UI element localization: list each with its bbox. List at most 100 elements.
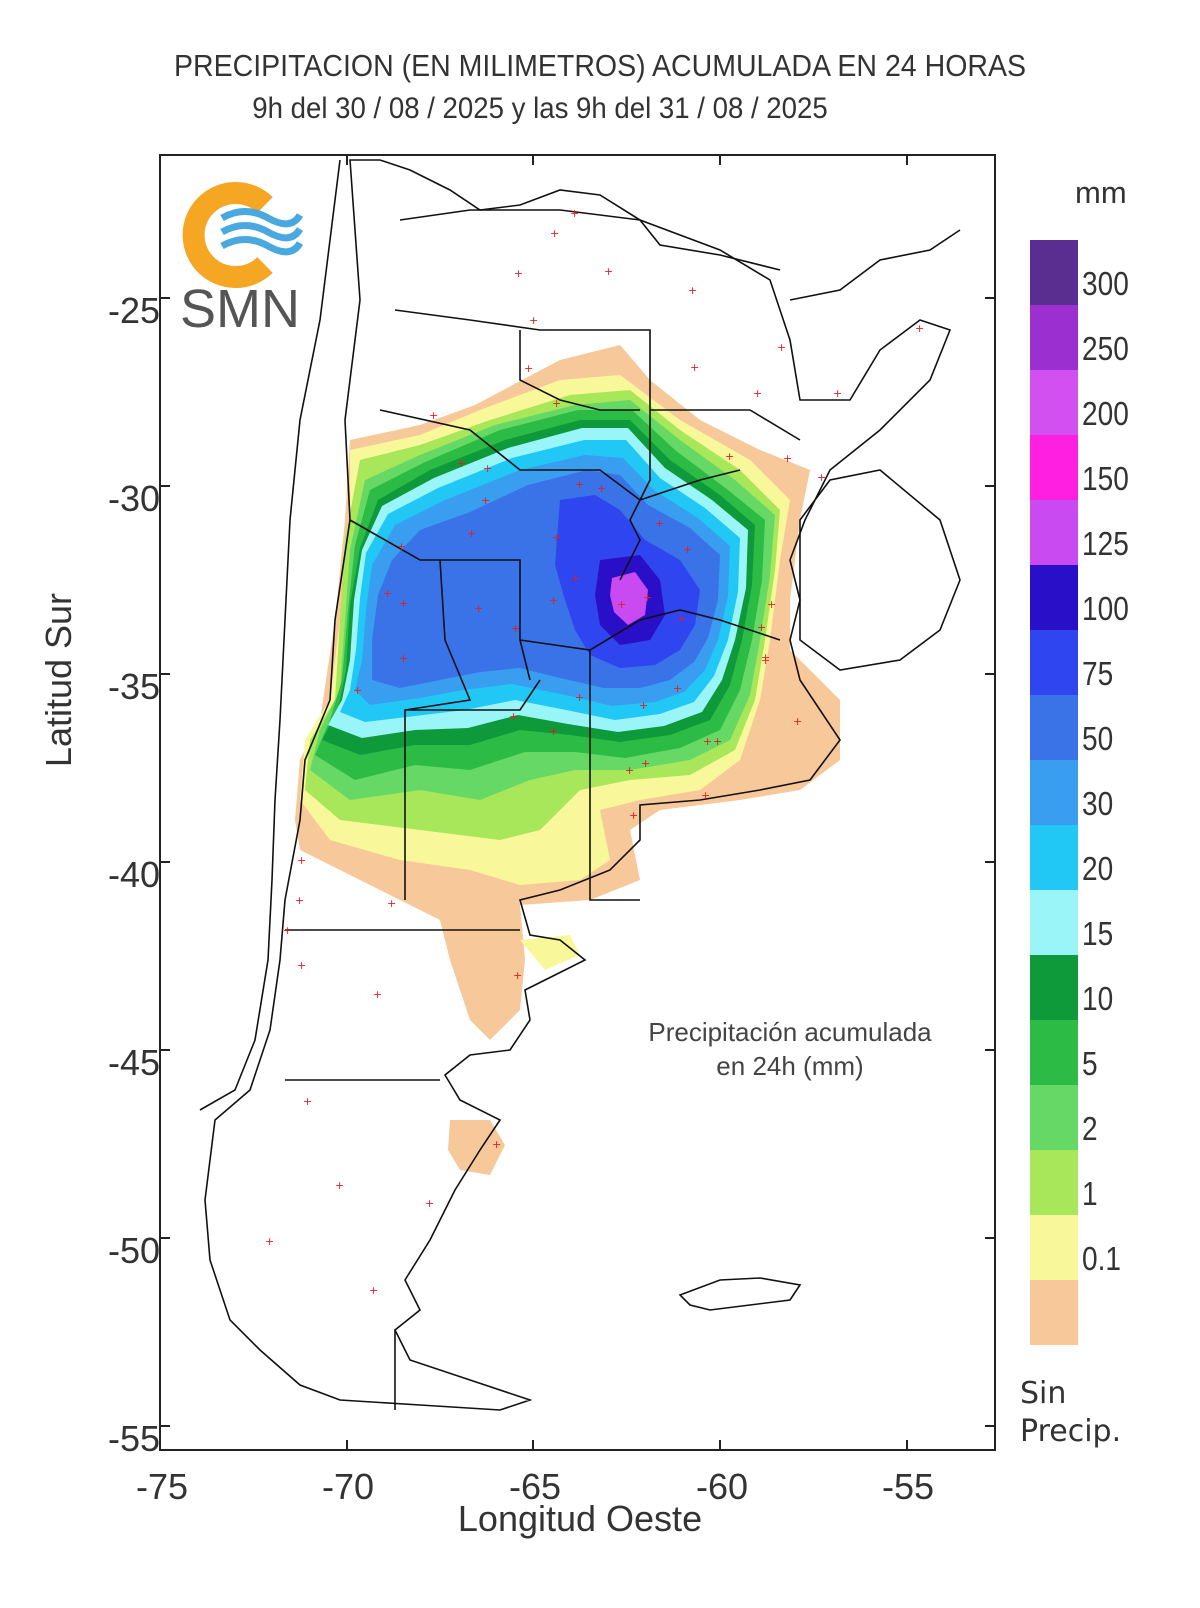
legend-colorbar: [1030, 240, 1078, 1345]
annotation-line-1: Precipitación acumulada: [648, 1017, 932, 1047]
y-tick-label: -55: [107, 1418, 160, 1459]
station-marker: +: [777, 341, 786, 354]
station-marker: +: [513, 969, 522, 982]
station-marker: +: [492, 1138, 501, 1151]
station-marker: +: [303, 1095, 312, 1108]
legend-swatch: [1030, 1150, 1078, 1215]
station-marker: +: [753, 387, 762, 400]
station-marker: +: [915, 322, 924, 335]
station-marker: +: [353, 684, 362, 697]
station-marker: +: [297, 959, 306, 972]
station-marker: +: [641, 757, 650, 770]
station-marker: +: [625, 764, 634, 777]
station-marker: +: [575, 691, 584, 704]
station-marker: +: [383, 587, 392, 600]
x-tick-label: -65: [508, 1466, 562, 1507]
legend-swatch: [1030, 955, 1078, 1020]
station-marker: +: [474, 602, 483, 615]
smn-logo-text: SMN: [180, 279, 300, 339]
annotation-line-2: en 24h (mm): [716, 1051, 864, 1081]
station-marker: +: [690, 361, 699, 374]
y-tick-label: -40: [107, 854, 160, 895]
station-marker: +: [514, 267, 523, 280]
station-marker: +: [639, 699, 648, 712]
station-marker: +: [571, 572, 580, 585]
station-marker: +: [575, 478, 584, 491]
station-marker: +: [373, 988, 382, 1001]
station-marker: +: [524, 362, 533, 375]
legend-level-label: 50: [1082, 720, 1114, 757]
legend-swatch: [1030, 305, 1078, 370]
boundaries: [199, 159, 961, 1411]
station-marker: +: [597, 482, 606, 495]
legend-level-label: 300: [1082, 265, 1129, 302]
legend-swatch: [1030, 1215, 1078, 1280]
station-marker: +: [757, 621, 766, 634]
legend-swatch: [1030, 240, 1078, 305]
map-annotation: Precipitación acumulada en 24h (mm): [610, 1015, 970, 1083]
x-tick-label: -75: [135, 1466, 189, 1507]
station-marker: +: [761, 654, 770, 667]
station-marker: +: [833, 387, 842, 400]
station-marker: +: [425, 1197, 434, 1210]
station-marker: +: [677, 612, 686, 625]
station-marker: +: [725, 450, 734, 463]
station-marker: +: [604, 265, 613, 278]
chile-border: [199, 159, 341, 1111]
station-marker: +: [399, 597, 408, 610]
argentina-outline: [204, 159, 952, 1411]
station-marker: +: [265, 1235, 274, 1248]
smn-logo-icon: [182, 182, 304, 288]
station-marker: +: [511, 622, 520, 635]
legend-swatch: [1030, 500, 1078, 565]
legend-level-label: 30: [1082, 785, 1114, 822]
station-marker: +: [467, 527, 476, 540]
station-marker: +: [552, 531, 561, 544]
legend-level-label: 125: [1082, 525, 1129, 562]
stations: + + + + + + + + + + + + + + + + + + + + + + + + + + + + + + + + + + + + + + + +…: [265, 207, 924, 1297]
axis-ticks: [159, 155, 995, 1450]
station-marker: +: [481, 494, 490, 507]
legend-swatch: [1030, 825, 1078, 890]
station-marker: +: [297, 854, 306, 867]
station-marker: +: [335, 1179, 344, 1192]
legend-level-label: 20: [1082, 850, 1114, 887]
x-tick-label: -55: [881, 1466, 935, 1507]
station-marker: +: [783, 452, 792, 465]
station-marker: +: [683, 543, 692, 556]
legend-swatch: [1030, 760, 1078, 825]
y-tick-label: -30: [107, 478, 160, 519]
x-tick-label: -60: [695, 1466, 749, 1507]
station-marker: +: [387, 897, 396, 910]
legend-no-precip-line-2: Precip.: [1020, 1414, 1122, 1449]
station-marker: +: [295, 894, 304, 907]
legend-level-label: 2: [1082, 1110, 1098, 1147]
legend-swatch: [1030, 890, 1078, 955]
station-marker: +: [397, 540, 406, 553]
station-marker: +: [643, 591, 652, 604]
station-marker: +: [617, 598, 626, 611]
brazil-border: [789, 229, 961, 301]
legend-swatch: [1030, 1280, 1078, 1345]
legend-level-label: 15: [1082, 915, 1114, 952]
legend-level-label: 5: [1082, 1045, 1098, 1082]
station-marker: +: [509, 710, 518, 723]
station-marker: +: [529, 314, 538, 327]
station-marker: +: [457, 457, 466, 470]
precip-contour-c150: [610, 572, 648, 625]
station-marker: +: [767, 598, 776, 611]
station-marker: +: [283, 924, 292, 937]
station-marker: +: [673, 682, 682, 695]
station-marker: +: [629, 809, 638, 822]
legend-level-label: 75: [1082, 655, 1114, 692]
province-lines: [285, 309, 801, 1410]
y-tick-label: -35: [107, 666, 160, 707]
station-marker: +: [817, 471, 826, 484]
legend-swatch: [1030, 1085, 1078, 1150]
y-tick-label: -45: [107, 1042, 160, 1083]
legend-level-label: 200: [1082, 395, 1129, 432]
station-marker: +: [549, 725, 558, 738]
bolivia-border: [399, 209, 781, 271]
legend-level-label: 1: [1082, 1175, 1098, 1212]
